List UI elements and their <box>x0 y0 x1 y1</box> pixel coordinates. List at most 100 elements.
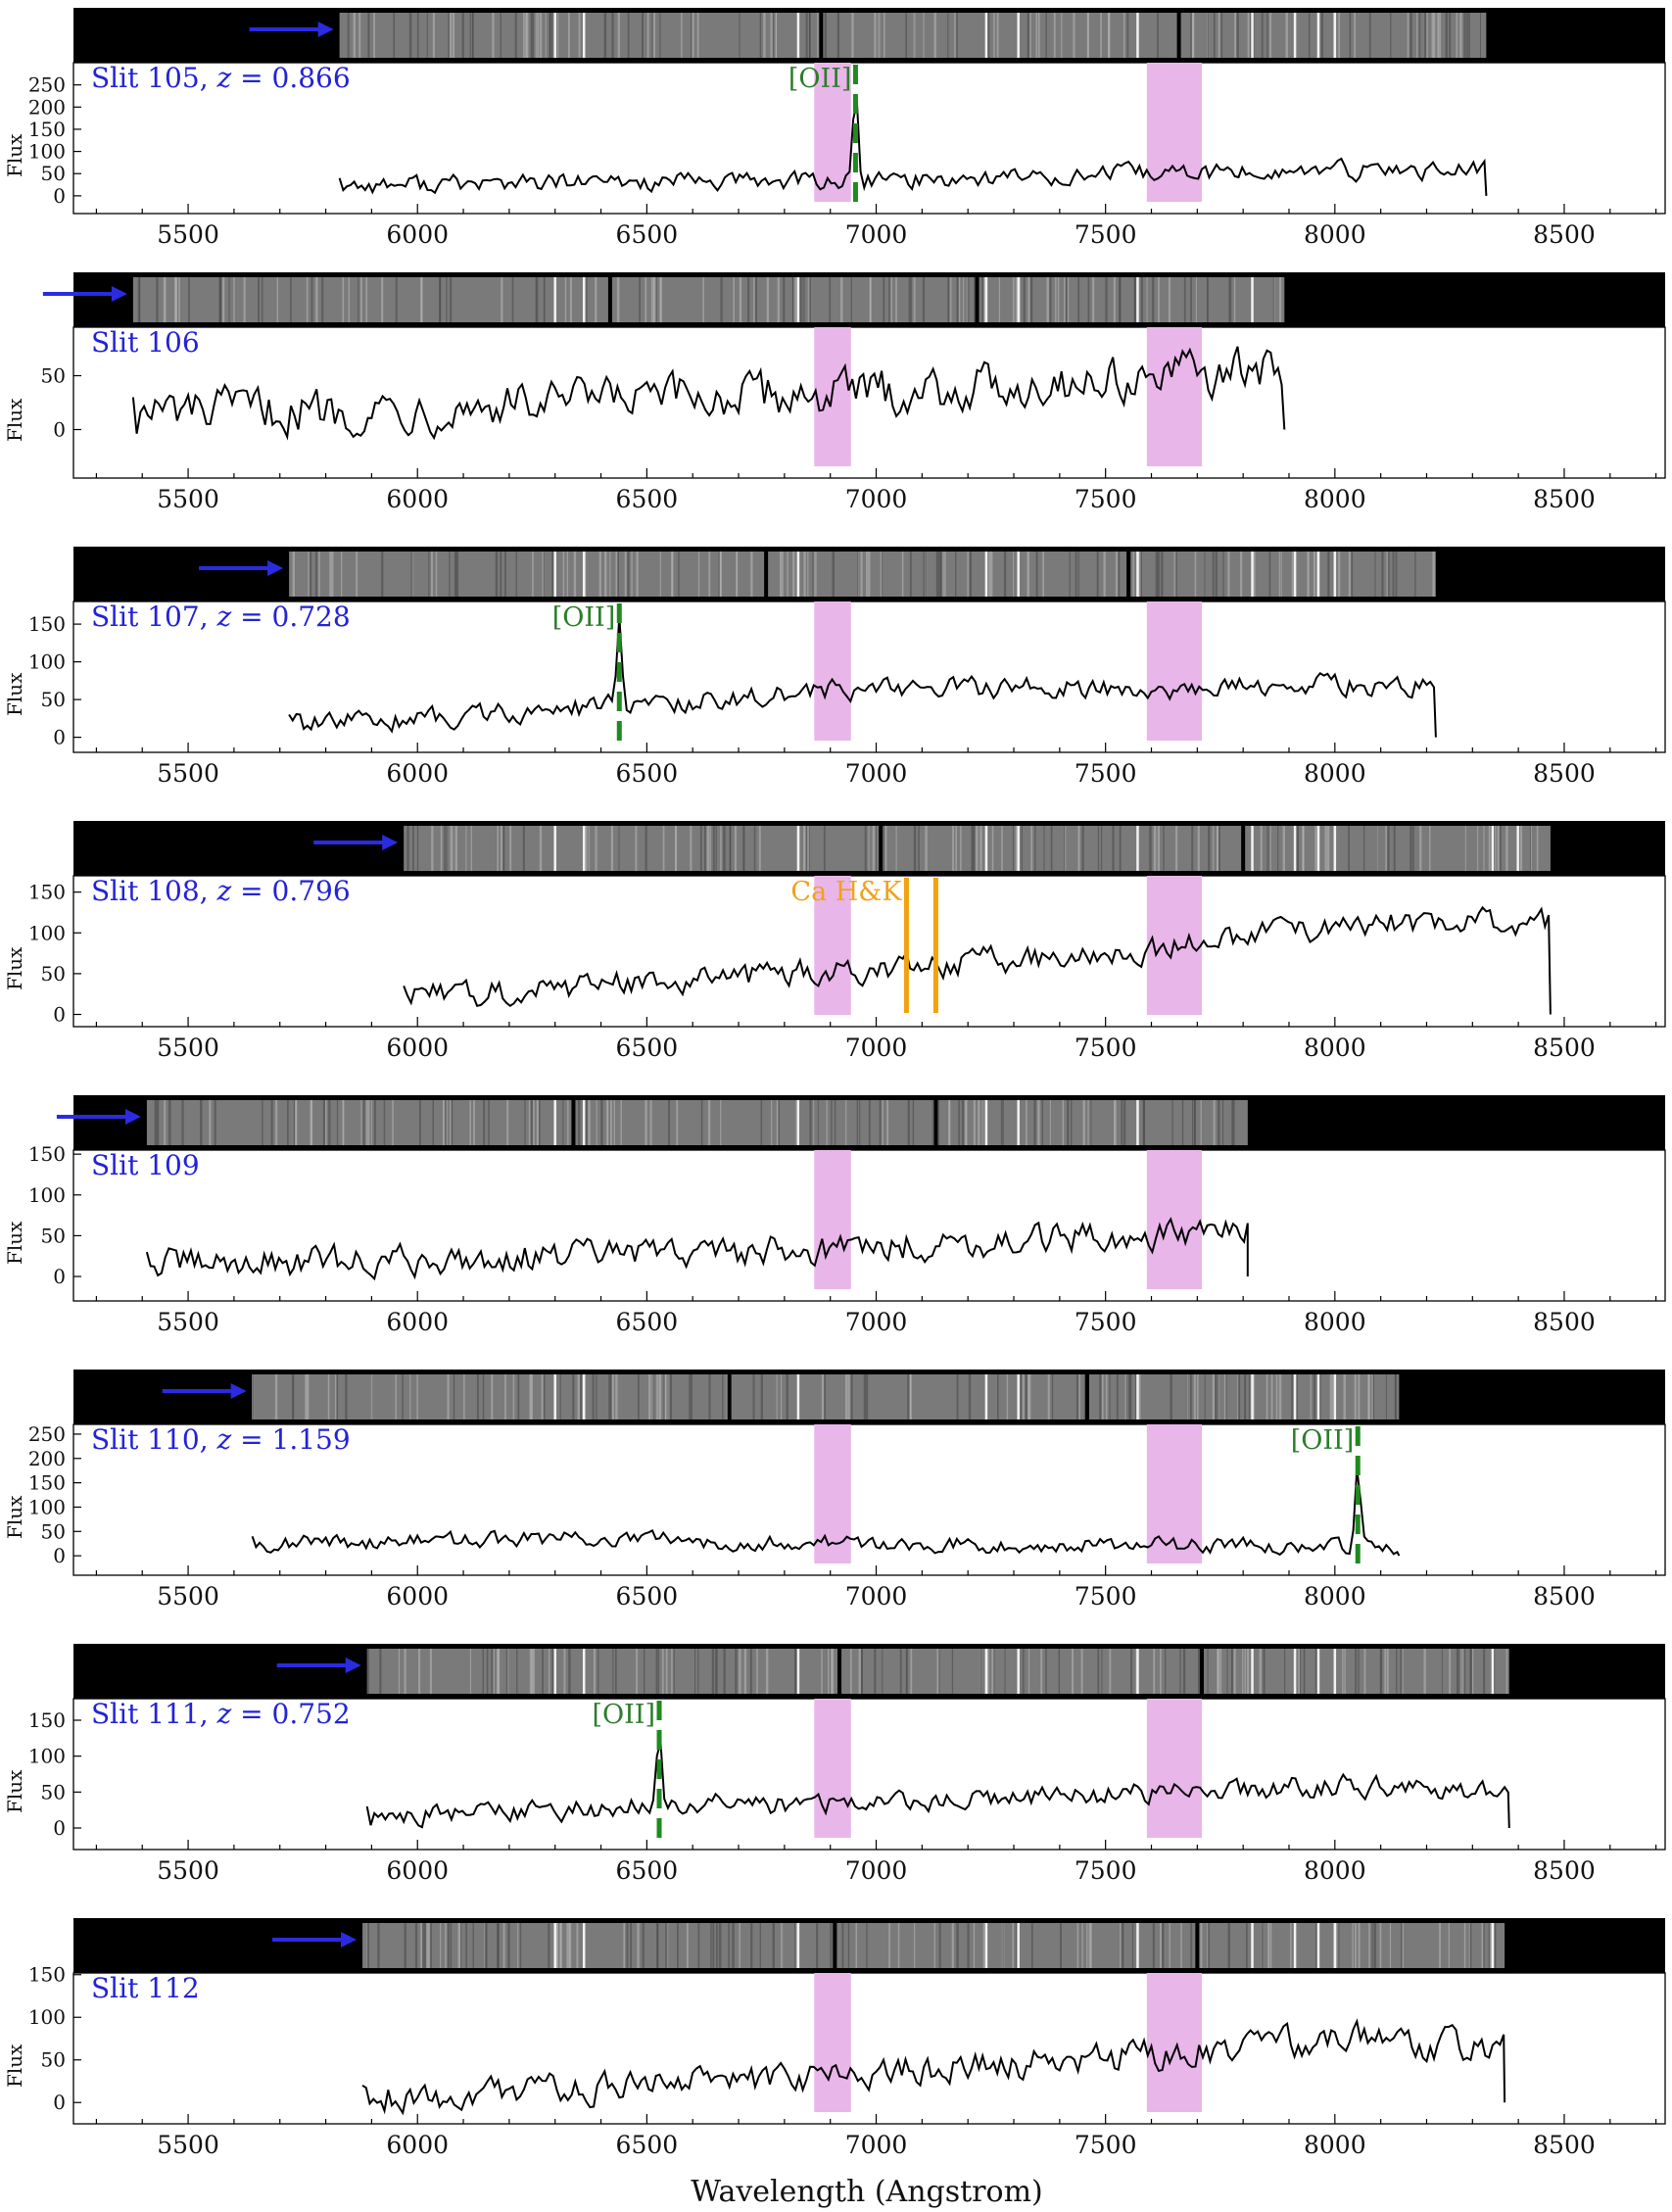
spectrum-strip-2d <box>362 1923 1505 1968</box>
redshift-prefix: , <box>200 1423 217 1456</box>
x-tick-label: 5500 <box>157 2131 219 2159</box>
redshift-value: 0.728 <box>272 601 351 633</box>
y-tick-label: 0 <box>53 418 66 442</box>
slit-label: Slit 111, z = 0.752 <box>91 1698 351 1730</box>
chip-gap <box>1195 1921 1200 1970</box>
plot-frame <box>72 1423 1666 1576</box>
spectrum-line <box>361 2018 1506 2116</box>
chip-gap <box>837 1647 842 1696</box>
y-tick-label: 0 <box>53 1003 66 1027</box>
x-tick-label: 8000 <box>1304 1582 1366 1611</box>
telluric-band <box>814 601 851 741</box>
spectrum-strip-2d <box>339 13 1487 58</box>
x-tick-label: 8000 <box>1304 1308 1366 1336</box>
y-tick-label: 50 <box>41 688 66 711</box>
x-tick-label: 5500 <box>157 1308 219 1336</box>
redshift-equals: = <box>231 1423 271 1456</box>
redshift-equals: = <box>231 601 271 633</box>
x-tick-label: 5500 <box>157 220 219 249</box>
slit-label: Slit 110, z = 1.159 <box>91 1423 351 1456</box>
x-tick-label: 8500 <box>1533 1308 1596 1336</box>
y-tick-label: 0 <box>53 1816 66 1840</box>
panel-slit-7: [OII] 0 50 100 150 Flux 5500 6000 6500 7000 7500 80… <box>3 1644 1666 1885</box>
x-tick-label: 6500 <box>616 1582 679 1611</box>
x-axis-label: Wavelength (Angstrom) <box>691 2175 1043 2209</box>
chip-gap <box>819 11 824 60</box>
slit-label: Slit 108, z = 0.796 <box>91 875 351 907</box>
x-tick-label: 6000 <box>386 2131 449 2159</box>
x-tick-label: 7000 <box>845 1308 908 1336</box>
redshift-value: 0.796 <box>272 875 351 907</box>
chip-gap <box>975 275 979 324</box>
y-axis-label: Flux <box>3 2044 26 2088</box>
x-tick-label: 7500 <box>1075 759 1137 788</box>
x-tick-label: 8500 <box>1533 1034 1596 1062</box>
slit-arrow-head <box>230 1383 247 1399</box>
slit-name: Slit 111 <box>91 1698 200 1730</box>
redshift-value: 0.866 <box>272 62 351 94</box>
redshift-equals: = <box>231 875 271 907</box>
cahk-line-label: Ca H&K <box>790 877 902 907</box>
y-tick-label: 50 <box>41 1224 66 1247</box>
y-axis-label: Flux <box>3 1221 26 1265</box>
telluric-band <box>1146 1699 1203 1838</box>
plot-frame <box>72 1972 1666 2125</box>
telluric-band <box>1146 1973 1203 2112</box>
y-tick-label: 150 <box>28 1142 66 1166</box>
x-tick-label: 6000 <box>386 1856 449 1885</box>
x-tick-label: 6000 <box>386 1034 449 1062</box>
oii-line-label: [OII] <box>552 602 616 633</box>
spectrum-line <box>338 101 1488 196</box>
panel-slit-8: 0 50 100 150 Flux 5500 6000 6500 7000 7500 8000 850… <box>3 1918 1666 2159</box>
redshift-equals: = <box>231 1698 271 1730</box>
slit-name: Slit 107 <box>91 601 200 633</box>
y-tick-label: 50 <box>41 364 66 388</box>
telluric-band <box>814 1973 851 2112</box>
y-tick-label: 50 <box>41 162 66 185</box>
y-tick-label: 0 <box>53 1544 66 1567</box>
y-axis-label: Flux <box>3 946 26 990</box>
y-tick-label: 0 <box>53 2091 66 2114</box>
spectrum-line <box>251 1468 1401 1557</box>
y-tick-label: 50 <box>41 1780 66 1803</box>
chip-gap <box>1126 550 1131 599</box>
redshift-symbol: z <box>216 1698 232 1730</box>
oii-line-label: [OII] <box>1291 1425 1355 1456</box>
plot-frame <box>72 875 1666 1028</box>
slit-label: Slit 105, z = 0.866 <box>91 62 351 94</box>
x-tick-label: 6500 <box>616 485 679 513</box>
x-tick-label: 8500 <box>1533 1582 1596 1611</box>
telluric-band <box>814 1150 851 1289</box>
redshift-equals: = <box>231 62 271 94</box>
x-tick-label: 7500 <box>1075 485 1137 513</box>
y-tick-label: 0 <box>53 184 66 208</box>
y-tick-label: 200 <box>28 95 66 119</box>
spectrum-strip-2d <box>132 277 1285 322</box>
redshift-symbol: z <box>216 601 232 633</box>
chip-gap <box>833 1921 837 1970</box>
x-tick-label: 7500 <box>1075 220 1137 249</box>
y-tick-label: 100 <box>28 650 66 674</box>
x-tick-label: 7500 <box>1075 1308 1137 1336</box>
y-tick-label: 150 <box>28 1963 66 1987</box>
x-tick-label: 6500 <box>616 1856 679 1885</box>
y-axis-label: Flux <box>3 1769 26 1813</box>
slit-name: Slit 106 <box>91 326 200 359</box>
panel-slit-4: Ca H&K 0 50 100 150 Flux 5500 6000 6500 7000 7500 8… <box>3 821 1666 1062</box>
redshift-symbol: z <box>216 875 232 907</box>
chip-gap <box>764 550 769 599</box>
slit-name: Slit 105 <box>91 62 200 94</box>
x-tick-label: 7000 <box>845 220 908 249</box>
y-tick-label: 150 <box>28 118 66 141</box>
y-tick-label: 50 <box>41 1519 66 1543</box>
slit-arrow-head <box>267 560 284 576</box>
slit-arrow-head <box>341 1932 358 1948</box>
slit-label: Slit 107, z = 0.728 <box>91 601 351 633</box>
y-tick-label: 150 <box>28 612 66 636</box>
x-tick-label: 8000 <box>1304 1034 1366 1062</box>
redshift-symbol: z <box>216 62 232 94</box>
x-tick-label: 5500 <box>157 1582 219 1611</box>
telluric-band <box>814 876 851 1015</box>
